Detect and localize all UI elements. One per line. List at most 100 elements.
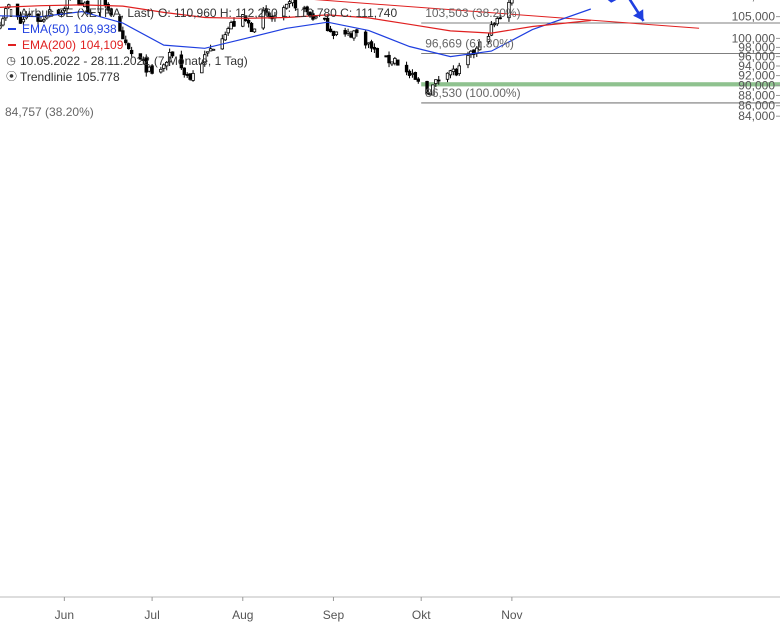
candle-body bbox=[477, 41, 482, 51]
candle-body bbox=[200, 63, 204, 74]
candle-body bbox=[1, 18, 5, 26]
candle-body bbox=[182, 67, 186, 76]
legend-ohlc: O: 110,960 H: 112,260 L: 110,780 C: 111,… bbox=[158, 6, 398, 20]
candle-body bbox=[404, 64, 409, 73]
candle-body bbox=[413, 72, 418, 80]
candle-body bbox=[346, 31, 350, 34]
y-tick-label: 94,000 bbox=[738, 59, 775, 73]
y-tick-label: 90,000 bbox=[738, 78, 775, 92]
candle-body bbox=[293, 0, 298, 9]
candle-body bbox=[36, 13, 40, 22]
ema50-swatch bbox=[8, 28, 16, 30]
candle-body bbox=[448, 70, 453, 76]
fib-extension-label: 84,757 (38.20%) bbox=[5, 105, 94, 119]
candle-body bbox=[129, 49, 134, 55]
legend-ema50-label: EMA(50) bbox=[22, 22, 70, 36]
x-tick-label: Nov bbox=[501, 608, 522, 622]
bearish-scenario-arrow-head bbox=[633, 9, 644, 21]
candle-body bbox=[305, 6, 309, 13]
y-tick-label: 105,000 bbox=[732, 10, 776, 24]
candle-body bbox=[457, 65, 461, 75]
legend-period: (7 Monate, 1 Tag) bbox=[153, 54, 248, 68]
candle-body bbox=[387, 54, 391, 64]
candle-body bbox=[0, 25, 2, 29]
candle-body bbox=[407, 70, 412, 76]
x-tick-label: Aug bbox=[232, 608, 253, 622]
candle-body bbox=[328, 28, 333, 33]
candle-body bbox=[162, 64, 166, 69]
candle-body bbox=[431, 84, 435, 96]
candle-body bbox=[97, 0, 102, 13]
target-icon: ⦿ bbox=[6, 71, 17, 83]
candle-body bbox=[232, 21, 236, 27]
candle-body bbox=[264, 8, 268, 13]
candle-body bbox=[246, 20, 251, 24]
x-tick-label: Sep bbox=[323, 608, 345, 622]
legend-title: Airbus SE (XETRA, Last) bbox=[20, 6, 155, 20]
candle-body bbox=[498, 17, 502, 20]
y-tick-label: 110,000 bbox=[733, 0, 776, 3]
candle-body bbox=[495, 18, 499, 25]
legend-trend-value: 105.778 bbox=[76, 70, 120, 84]
candle-body bbox=[170, 51, 175, 57]
legend-ema200-row: EMA(200) 104,109 bbox=[6, 37, 397, 53]
candle-body bbox=[290, 0, 295, 4]
legend-ema200-value: 104,109 bbox=[80, 38, 124, 52]
candle-body bbox=[466, 54, 470, 66]
candle-body bbox=[489, 24, 494, 36]
candle-body bbox=[65, 0, 69, 9]
candle-body bbox=[284, 3, 289, 9]
candle-body bbox=[179, 54, 184, 69]
legend-title-row: ⫾ Airbus SE (XETRA, Last) O: 110,960 H: … bbox=[6, 5, 397, 21]
candle-body bbox=[486, 36, 491, 43]
candle-body bbox=[21, 18, 26, 23]
candle-body bbox=[226, 28, 230, 34]
x-tick-label: Okt bbox=[412, 608, 431, 622]
candle-body bbox=[124, 39, 128, 44]
candle-body bbox=[62, 8, 67, 12]
candle-body bbox=[416, 78, 420, 82]
candle-body bbox=[445, 72, 450, 80]
fib-level-label: 96,669 (61.80%) bbox=[425, 37, 514, 51]
legend-ema50-row: EMA(50) 106,938 bbox=[6, 21, 397, 37]
labels-layer: 115,620 (0.00%)103,503 (38.20%)96,669 (6… bbox=[5, 6, 521, 119]
y-tick-label: 84,000 bbox=[738, 109, 775, 123]
legend-range-row: ◷ 10.05.2022 - 28.11.2022 (7 Monate, 1 T… bbox=[6, 53, 397, 69]
candle-body bbox=[42, 19, 46, 22]
candle-body bbox=[375, 47, 380, 58]
candle-body bbox=[165, 61, 169, 67]
reference-lines-layer bbox=[314, 0, 780, 104]
legend-ema50-value: 106,938 bbox=[73, 22, 117, 36]
candle-body bbox=[451, 68, 456, 72]
candle-body bbox=[325, 17, 330, 32]
candle-body bbox=[267, 12, 271, 18]
candle-body bbox=[314, 16, 318, 19]
fib-level-label: 86,530 (100.00%) bbox=[425, 86, 520, 100]
candle-body bbox=[159, 68, 163, 73]
candle-body bbox=[507, 1, 511, 19]
legend-range: 10.05.2022 - 28.11.2022 bbox=[20, 54, 150, 68]
x-tick-label: Jul bbox=[144, 608, 159, 622]
candle-body bbox=[396, 59, 400, 66]
fib-level-label: 103,503 (38.20%) bbox=[425, 6, 520, 20]
candle-body bbox=[425, 80, 429, 95]
candle-body bbox=[363, 31, 368, 46]
clock-icon: ◷ bbox=[6, 55, 16, 67]
ema200-swatch bbox=[8, 44, 16, 46]
bearish-scenario-arrow-path bbox=[607, 0, 645, 22]
candlestick-icon: ⫾ bbox=[9, 7, 13, 19]
candle-body bbox=[437, 79, 441, 82]
candle-body bbox=[4, 8, 8, 19]
series-layer bbox=[0, 4, 591, 58]
candle-body bbox=[211, 48, 216, 51]
y-tick-label: 96,000 bbox=[738, 50, 775, 64]
candle-body bbox=[191, 72, 195, 81]
candle-body bbox=[287, 1, 292, 4]
candle-body bbox=[410, 73, 415, 75]
candle-body bbox=[510, 0, 514, 4]
scenario-arrows-layer bbox=[607, 0, 645, 22]
candle-body bbox=[249, 22, 254, 32]
x-tick-label: Jun bbox=[55, 608, 74, 622]
